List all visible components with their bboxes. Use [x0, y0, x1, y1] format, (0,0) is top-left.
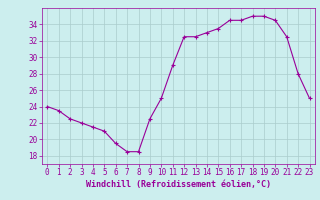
- X-axis label: Windchill (Refroidissement éolien,°C): Windchill (Refroidissement éolien,°C): [86, 180, 271, 189]
